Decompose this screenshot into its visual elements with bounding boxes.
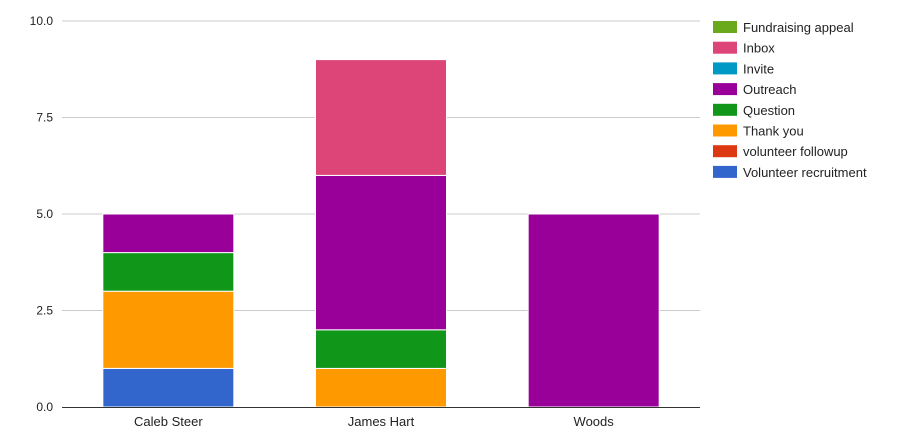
legend-label: Thank you bbox=[743, 124, 804, 139]
bar-segment-outreach[interactable] bbox=[102, 213, 235, 254]
bar-segment-outreach[interactable] bbox=[315, 174, 447, 331]
legend-swatch bbox=[713, 165, 737, 178]
legend-swatch bbox=[713, 103, 737, 116]
legend: Fundraising appeal Inbox Invite Outreach Que… bbox=[713, 20, 867, 180]
legend-label: Question bbox=[743, 103, 795, 118]
y-tick-label: 10.0 bbox=[30, 14, 54, 28]
legend-swatch bbox=[713, 21, 737, 33]
legend-swatch bbox=[713, 145, 737, 158]
legend-label: Invite bbox=[743, 61, 774, 76]
y-tick-label: 2.5 bbox=[36, 304, 53, 318]
bar-segment-thank-you[interactable] bbox=[315, 367, 447, 408]
y-axis-ticks: 0.0 2.5 5.0 7.5 10.0 bbox=[30, 14, 54, 414]
bar-segment-volunteer-recruitment[interactable] bbox=[102, 367, 235, 408]
legend-label: Outreach bbox=[743, 82, 796, 97]
y-tick-label: 0.0 bbox=[36, 400, 53, 414]
legend-label: Fundraising appeal bbox=[743, 20, 854, 35]
bar-segment-question[interactable] bbox=[315, 329, 447, 369]
bar-segment-thank-you[interactable] bbox=[102, 290, 235, 369]
legend-swatch bbox=[713, 124, 737, 137]
legend-swatch bbox=[713, 83, 737, 96]
x-category-label: Woods bbox=[574, 414, 615, 429]
bars: Caleb Steer James Hart Woods bbox=[102, 59, 660, 429]
x-category-label: James Hart bbox=[348, 414, 415, 429]
bar-segment-outreach[interactable] bbox=[527, 213, 660, 408]
y-tick-label: 7.5 bbox=[36, 111, 53, 125]
legend-swatch bbox=[713, 41, 737, 54]
legend-swatch bbox=[713, 62, 737, 75]
legend-label: Volunteer recruitment bbox=[743, 165, 867, 180]
legend-label: Inbox bbox=[743, 41, 775, 56]
bar-segment-question[interactable] bbox=[102, 252, 235, 292]
legend-label: volunteer followup bbox=[743, 144, 848, 159]
x-category-label: Caleb Steer bbox=[134, 414, 203, 429]
bar-segment-inbox[interactable] bbox=[315, 59, 447, 176]
y-tick-label: 5.0 bbox=[36, 207, 53, 221]
